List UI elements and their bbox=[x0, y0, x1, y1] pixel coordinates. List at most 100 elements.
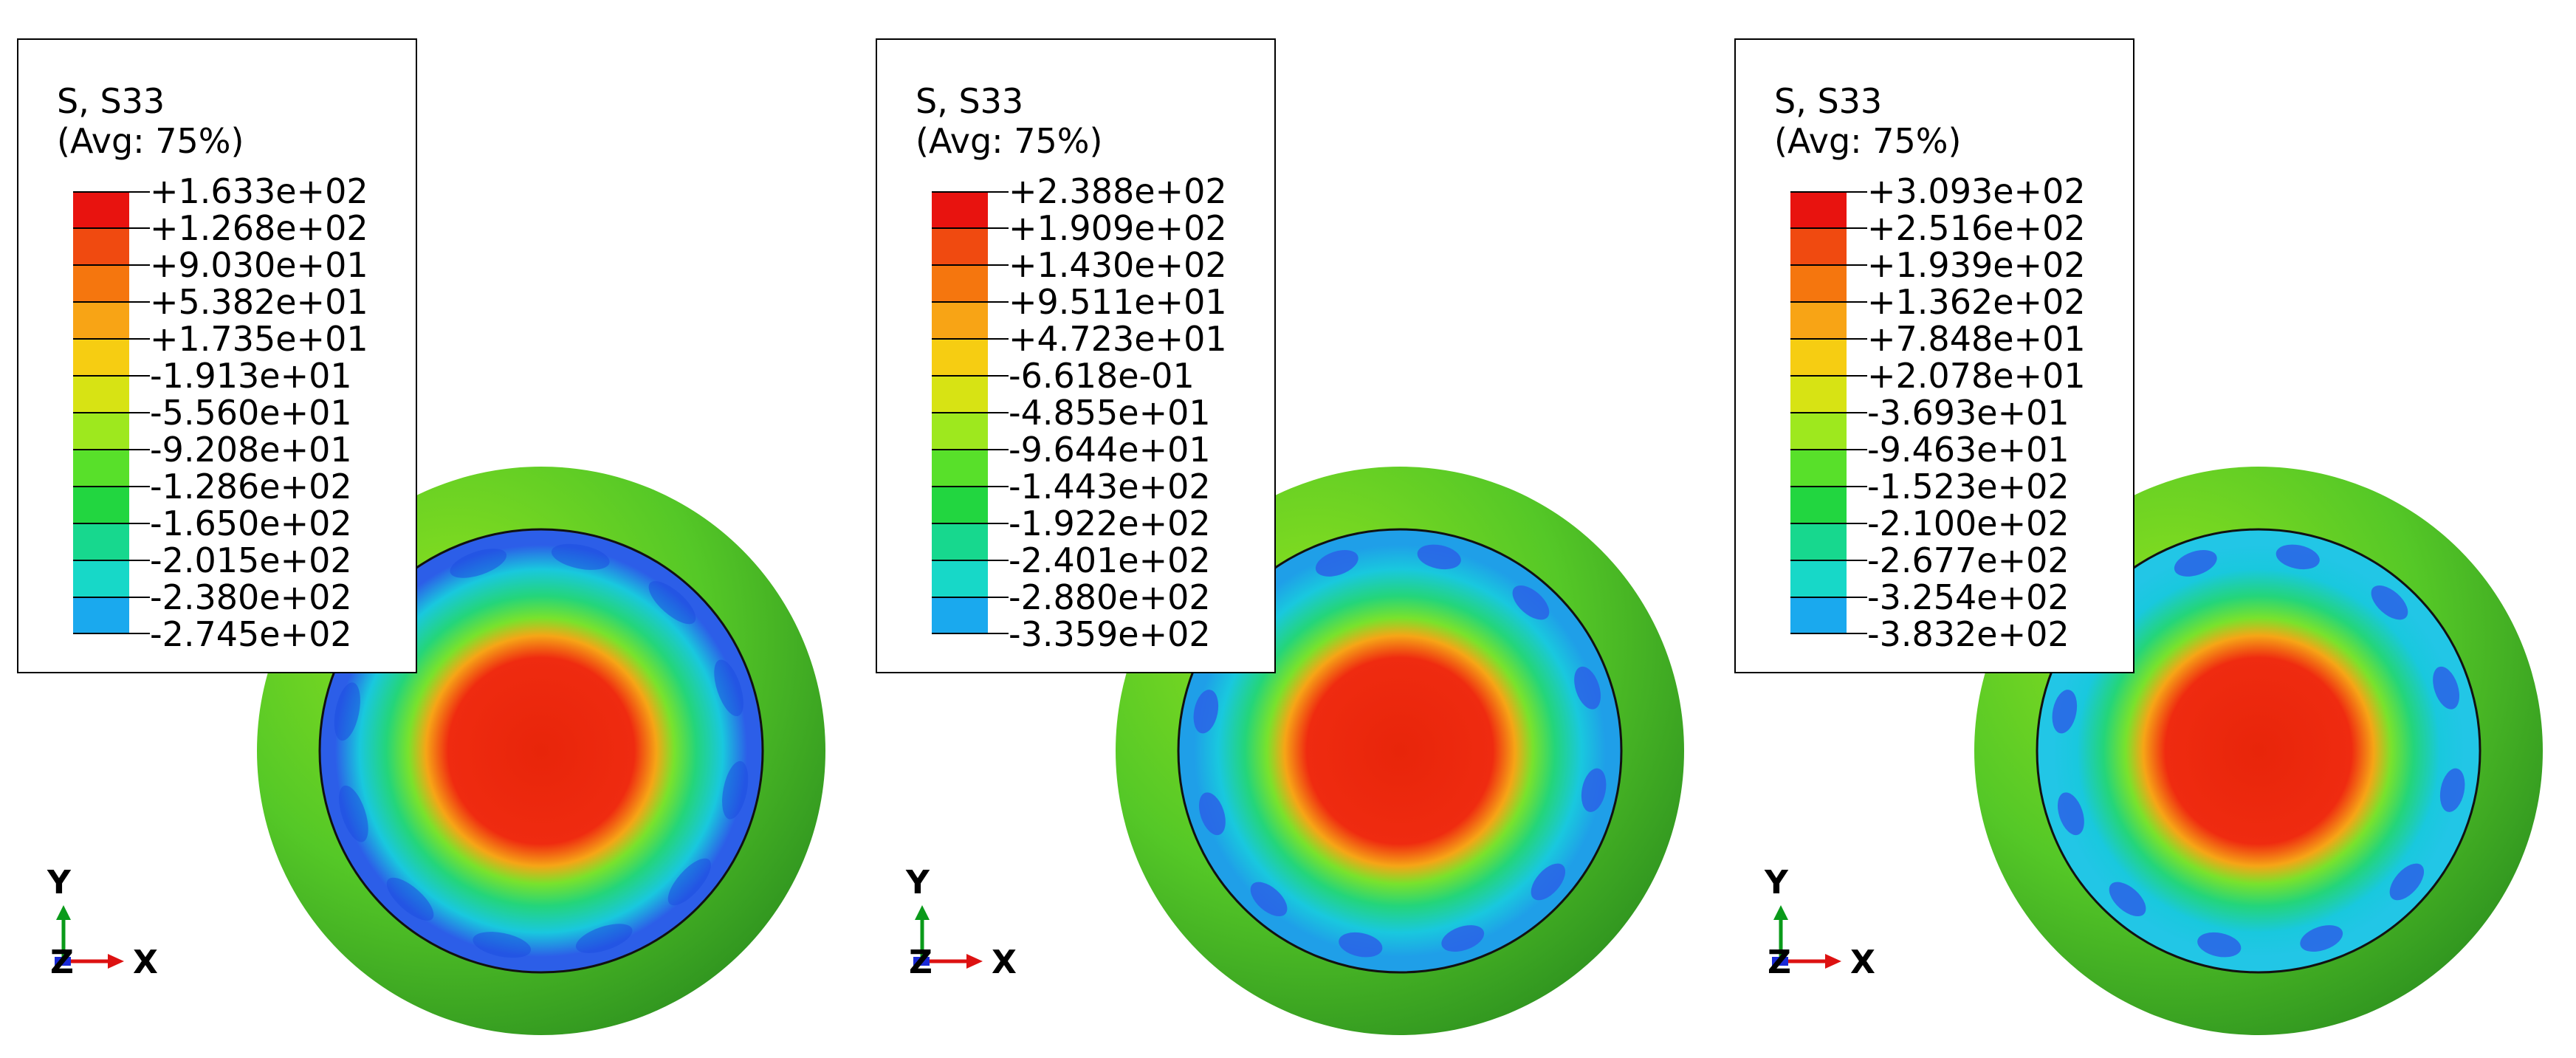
scale-band bbox=[932, 228, 988, 265]
scale-band bbox=[1790, 228, 1847, 265]
legend-box: S, S33 (Avg: 75%) +1.633e+02 +1.268e+02 +9… bbox=[17, 38, 417, 673]
legend-value: -3.254e+02 bbox=[1867, 577, 2070, 617]
scale-band bbox=[1790, 191, 1847, 228]
scale-band bbox=[73, 302, 129, 339]
stress-blob bbox=[1198, 792, 1226, 836]
scale-band bbox=[73, 376, 129, 413]
legend-value: +9.030e+01 bbox=[150, 245, 368, 285]
stress-blob bbox=[473, 932, 532, 958]
legend-averaging: (Avg: 75%) bbox=[1774, 121, 1962, 161]
color-scale bbox=[73, 191, 150, 634]
triad-arrows bbox=[55, 905, 124, 969]
scale-band bbox=[1790, 413, 1847, 450]
z-axis-label: Z bbox=[1768, 944, 1791, 981]
stress-blob bbox=[2052, 690, 2078, 734]
edge-blobs bbox=[2052, 544, 2465, 958]
legend-value: +1.939e+02 bbox=[1867, 245, 2086, 285]
legend-value: -2.015e+02 bbox=[150, 540, 352, 580]
y-axis-label: Y bbox=[47, 864, 71, 901]
stress-blob bbox=[2174, 549, 2217, 577]
legend-value: -9.208e+01 bbox=[150, 430, 352, 470]
stress-blob bbox=[648, 581, 696, 625]
scale-band bbox=[932, 487, 988, 523]
stress-blob bbox=[2371, 585, 2408, 620]
stress-blob bbox=[2433, 666, 2460, 710]
scale-band bbox=[1790, 450, 1847, 487]
scale-band bbox=[932, 339, 988, 376]
legend-value: -6.618e-01 bbox=[1009, 356, 1195, 396]
z-axis-label: Z bbox=[909, 944, 932, 981]
legend-value: -3.832e+02 bbox=[1867, 614, 2070, 654]
legend-variable: S, S33 bbox=[57, 81, 165, 121]
stress-blob bbox=[2389, 863, 2425, 901]
legend-value: +2.078e+01 bbox=[1867, 356, 2086, 396]
legend-value: -1.443e+02 bbox=[1009, 467, 1211, 506]
legend-value: -9.644e+01 bbox=[1009, 430, 1211, 470]
stress-blob bbox=[1531, 863, 1566, 901]
legend-value: +1.735e+01 bbox=[150, 319, 368, 359]
stress-blob bbox=[667, 858, 711, 906]
scale-band bbox=[73, 339, 129, 376]
legend-value: -5.560e+01 bbox=[150, 393, 352, 433]
stress-blob bbox=[2276, 544, 2320, 570]
legend-value: -2.880e+02 bbox=[1009, 577, 1211, 617]
stress-blob bbox=[2109, 882, 2146, 917]
scale-band bbox=[1790, 487, 1847, 523]
legend-value: +1.268e+02 bbox=[150, 208, 368, 248]
color-scale bbox=[932, 191, 1009, 634]
inner-core bbox=[2036, 528, 2481, 974]
legend-value: +1.633e+02 bbox=[150, 171, 368, 211]
scale-band bbox=[932, 597, 988, 634]
legend-value: -1.913e+01 bbox=[150, 356, 352, 396]
stress-blob bbox=[551, 543, 610, 570]
stress-blob bbox=[2197, 932, 2242, 958]
scale-band bbox=[1790, 376, 1847, 413]
legend-value: +1.430e+02 bbox=[1009, 245, 1227, 285]
color-scale bbox=[1790, 191, 1867, 634]
x-axis-label: X bbox=[133, 944, 158, 981]
legend-value: +9.511e+01 bbox=[1009, 282, 1227, 322]
triad-arrows bbox=[913, 905, 983, 969]
stress-blob bbox=[1250, 882, 1288, 917]
legend-value: -1.523e+02 bbox=[1867, 467, 2070, 506]
scale-band bbox=[73, 265, 129, 302]
contour-panel-1: S, S33 (Avg: 75%) +1.633e+02 +1.268e+02 +9… bbox=[0, 0, 859, 1058]
legend-averaging: (Avg: 75%) bbox=[916, 121, 1103, 161]
legend-value: +7.848e+01 bbox=[1867, 319, 2086, 359]
scale-band bbox=[932, 523, 988, 560]
legend-value: -1.650e+02 bbox=[150, 504, 352, 543]
scale-band bbox=[73, 413, 129, 450]
legend-averaging: (Avg: 75%) bbox=[57, 121, 244, 161]
stress-blob bbox=[1574, 666, 1601, 710]
legend-value: -2.380e+02 bbox=[150, 577, 352, 617]
scale-band bbox=[1790, 339, 1847, 376]
scale-band bbox=[73, 560, 129, 597]
legend-value: +1.362e+02 bbox=[1867, 282, 2086, 322]
stress-blob bbox=[1193, 690, 1219, 734]
scale-band bbox=[73, 191, 129, 228]
y-axis-label: Y bbox=[1765, 864, 1788, 901]
scale-band bbox=[73, 523, 129, 560]
legend-variable: S, S33 bbox=[1774, 81, 1883, 121]
inner-core bbox=[1177, 528, 1623, 974]
legend-value: +1.909e+02 bbox=[1009, 208, 1227, 248]
legend-value: +5.382e+01 bbox=[150, 282, 368, 322]
stress-blob bbox=[1315, 549, 1359, 577]
scale-band bbox=[932, 302, 988, 339]
scale-band bbox=[932, 413, 988, 450]
contour-panel-3: S, S33 (Avg: 75%) +3.093e+02 +2.516e+02 +1… bbox=[1717, 0, 2576, 1058]
stress-blob bbox=[1417, 544, 1461, 570]
x-axis-label: X bbox=[992, 944, 1017, 981]
stress-blob bbox=[334, 682, 360, 741]
stress-blob bbox=[1512, 585, 1550, 620]
scale-band bbox=[1790, 265, 1847, 302]
stress-blob bbox=[450, 549, 507, 578]
legend-value: -2.745e+02 bbox=[150, 614, 352, 654]
legend-value: -2.677e+02 bbox=[1867, 540, 2070, 580]
legend-box: S, S33 (Avg: 75%) +3.093e+02 +2.516e+02 +1… bbox=[1734, 38, 2134, 673]
legend-value: -1.286e+02 bbox=[150, 467, 352, 506]
stress-blob bbox=[2300, 925, 2343, 952]
legend-value: +4.723e+01 bbox=[1009, 319, 1227, 359]
legend-value: -3.359e+02 bbox=[1009, 614, 1211, 654]
stress-blob bbox=[1339, 932, 1383, 958]
